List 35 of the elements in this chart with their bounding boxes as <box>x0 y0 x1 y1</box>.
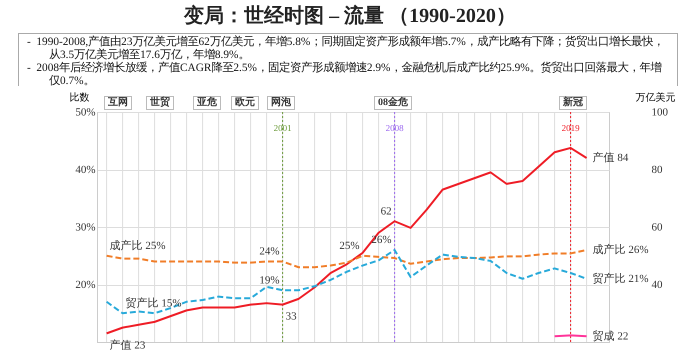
data-label: 成产比 25% <box>110 238 166 252</box>
text: - 1990-2008,产值由23万亿美元增至62万亿美元，年增5.8%；同期固定资产形成额年增5.7%，成产比略有下降；货贸出口增长最快，从3.5万亿美元增至17.6万亿，年增8.9%。 <box>27 36 665 62</box>
y2-tick-label: 40 <box>652 279 663 291</box>
data-label: 24% <box>259 246 280 258</box>
data-label: 19% <box>259 274 280 286</box>
ref-line-label: 2019 <box>562 123 580 133</box>
y2-axis-title: 万亿美元 <box>636 92 676 104</box>
text: 互网 <box>104 96 132 110</box>
y2-tick-label: 80 <box>652 164 663 176</box>
data-label: 33 <box>286 310 298 323</box>
data-label: 贸成 22 <box>592 329 628 342</box>
data-label: 贸产比 15% <box>126 296 182 310</box>
text: 网泡 <box>267 96 295 110</box>
y-tick-label: 20% <box>75 279 96 291</box>
y-tick-label: 50% <box>75 106 96 118</box>
data-label: 贸产比 21% <box>592 272 649 285</box>
ref-line-label: 2008 <box>386 123 404 133</box>
text: 亚危 <box>193 96 221 110</box>
text: 新冠 <box>559 96 587 110</box>
y-axis-title: 比数 <box>70 92 90 104</box>
chart-title: 变局：世经时图 – 流量 （1990-2020） <box>182 4 517 29</box>
text: 欧元 <box>231 96 259 110</box>
data-label: 25% <box>339 240 360 252</box>
data-label: 产值 84 <box>592 151 629 164</box>
text: - 2008年后经济增长放缓，产值CAGR降至2.5%，固定资产形成额增速2.9%，金融危机后成产比约25.9%。货贸出口回落最大，年增仅0.7%。 <box>27 62 663 88</box>
data-label: 成产比 26% <box>592 243 649 256</box>
y-tick-label: 30% <box>75 222 96 234</box>
text: 08金危 <box>374 96 412 110</box>
y2-tick-label: 60 <box>652 222 663 234</box>
data-label: 62 <box>380 205 392 218</box>
y2-tick-label: 100 <box>652 106 668 118</box>
y-tick-label: 40% <box>75 164 96 176</box>
text: 世贸 <box>146 96 174 110</box>
ref-line-label: 2001 <box>274 123 292 133</box>
data-label: 产值 23 <box>110 338 146 350</box>
